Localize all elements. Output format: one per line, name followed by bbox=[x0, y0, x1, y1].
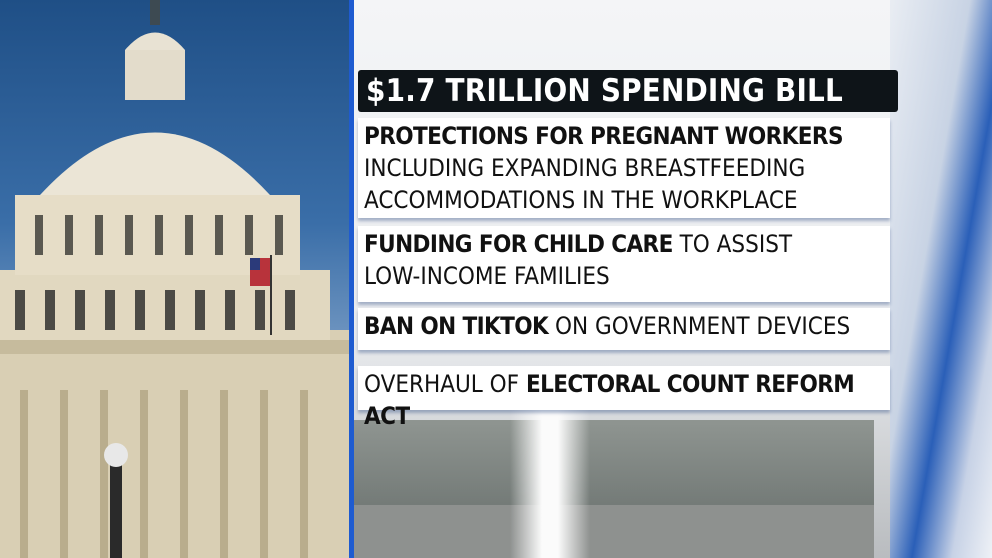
bill-item: OVERHAUL OF ELECTORAL COUNT REFORM ACT bbox=[358, 366, 890, 430]
item-line: INCLUDING EXPANDING BREASTFEEDING bbox=[364, 154, 806, 182]
capitol-photo bbox=[0, 0, 350, 558]
item-bold: PROTECTIONS FOR PREGNANT WORKERS bbox=[364, 122, 844, 150]
accent-divider bbox=[349, 0, 354, 558]
bill-item: BAN ON TIKTOK ON GOVERNMENT DEVICES bbox=[358, 308, 890, 350]
capitol-building-image bbox=[0, 0, 350, 558]
decorative-stripe bbox=[890, 0, 992, 558]
item-bold: BAN ON TIKTOK bbox=[364, 312, 549, 340]
item-bold: FUNDING FOR CHILD CARE bbox=[364, 230, 673, 258]
item-line: ACCOMMODATIONS IN THE WORKPLACE bbox=[364, 186, 798, 214]
item-line: LOW-INCOME FAMILIES bbox=[364, 262, 610, 290]
item-text: TO ASSIST bbox=[672, 230, 793, 258]
headline-title: $1.7 TRILLION SPENDING BILL bbox=[358, 70, 898, 112]
item-text: ON GOVERNMENT DEVICES bbox=[548, 312, 851, 340]
bill-item: FUNDING FOR CHILD CARE TO ASSIST LOW-INC… bbox=[358, 226, 890, 302]
bill-item: PROTECTIONS FOR PREGNANT WORKERS INCLUDI… bbox=[358, 118, 890, 218]
item-text: OVERHAUL OF bbox=[364, 370, 526, 398]
background-fountain bbox=[510, 410, 590, 558]
background-lawn bbox=[354, 505, 874, 558]
background-trees bbox=[354, 420, 874, 520]
item-bold: ELECTORAL COUNT REFORM ACT bbox=[364, 370, 855, 430]
